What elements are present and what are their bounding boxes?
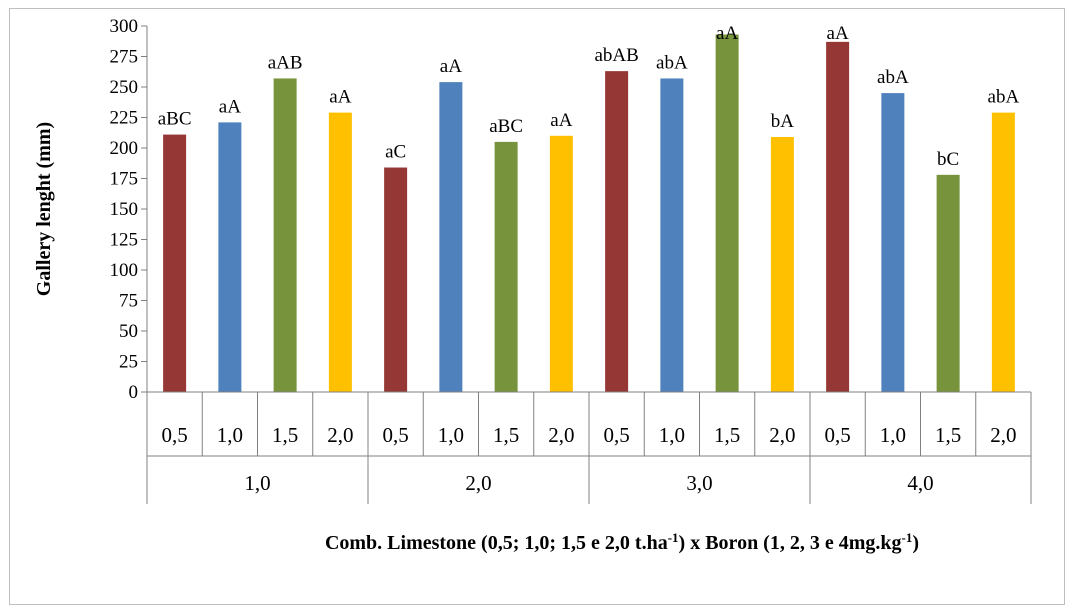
bar-chart: 0 25 50 75 100 125 150 175 200 225 250 275 300 aBC aA… — [33, 16, 1032, 555]
group-label: 4,0 — [907, 471, 933, 495]
y-tick-label: 75 — [119, 291, 138, 312]
bar-data-label: aBC — [489, 116, 523, 137]
data-labels: aBC aA aAB aA aC aA aBC aA abAB abA aA bA aA abA bC abA — [158, 23, 1020, 170]
subcategory-label: 1,0 — [659, 423, 685, 447]
subcategory-label: 0,5 — [383, 423, 409, 447]
y-tick-label: 25 — [119, 352, 138, 373]
subcategory-label: 1,0 — [438, 423, 464, 447]
y-tick-label: 125 — [110, 230, 139, 251]
bar — [273, 78, 297, 393]
bar — [991, 112, 1015, 393]
bar — [826, 41, 850, 393]
y-tick-label: 225 — [110, 108, 139, 129]
y-tick-label: 250 — [110, 77, 139, 98]
group-label: 2,0 — [465, 471, 491, 495]
bar-data-label: abA — [656, 52, 688, 73]
subcategory-label: 0,5 — [604, 423, 630, 447]
y-axis-ticks: 0 25 50 75 100 125 150 175 200 225 250 275 300 — [110, 16, 147, 403]
group-label: 1,0 — [244, 471, 270, 495]
subcategory-label: 1,5 — [493, 423, 519, 447]
subcategory-label: 0,5 — [825, 423, 851, 447]
subcategory-label: 1,5 — [714, 423, 740, 447]
bar — [384, 167, 408, 392]
bar-data-label: aC — [385, 142, 406, 163]
bar-data-label: aA — [716, 23, 738, 44]
bars — [163, 34, 1015, 393]
y-tick-label: 50 — [119, 321, 138, 342]
bar — [218, 122, 242, 392]
bar-data-label: aA — [550, 110, 572, 131]
x-axis-category-table: 0,5 1,0 1,5 2,0 0,5 1,0 1,5 2,0 0,5 1,0 1,5 2,0 0,5 1… — [146, 392, 1032, 504]
y-tick-label: 275 — [110, 47, 139, 68]
y-tick-label: 175 — [110, 169, 139, 190]
subcategory-label: 2,0 — [990, 423, 1016, 447]
bar-data-label: aA — [827, 23, 849, 44]
subcategory-label: 0,5 — [162, 423, 188, 447]
x-axis-title-part2: ) x Boron (1, 2, 3 e 4mg.kg — [679, 532, 902, 554]
subcategory-label: 1,5 — [272, 423, 298, 447]
bar-data-label: aA — [219, 96, 241, 117]
subcategory-label: 1,0 — [880, 423, 906, 447]
x-axis-title-sup2: -1 — [902, 530, 913, 545]
subcategory-label: 1,5 — [935, 423, 961, 447]
bar-data-label: bA — [771, 111, 795, 132]
x-axis-title: Comb. Limestone (0,5; 1,0; 1,5 e 2,0 t.h… — [325, 530, 919, 555]
chart-frame: 0 25 50 75 100 125 150 175 200 225 250 275 300 aBC aA… — [9, 8, 1065, 605]
bar-data-label: aBC — [158, 109, 192, 130]
bar — [881, 93, 905, 392]
bar-data-label: aA — [440, 56, 462, 77]
bar — [163, 134, 187, 392]
bar — [328, 112, 352, 393]
bar-data-label: abA — [988, 87, 1020, 108]
bar — [549, 135, 573, 393]
bar-data-label: aAB — [268, 52, 303, 73]
bar-data-label: bC — [937, 149, 959, 170]
bar — [494, 141, 518, 392]
y-tick-label: 150 — [110, 199, 139, 220]
bar-data-label: aA — [329, 87, 351, 108]
x-axis-title-part3: ) — [912, 532, 919, 554]
bar — [439, 82, 463, 393]
bar — [770, 137, 794, 392]
y-tick-label: 200 — [110, 138, 139, 159]
bar-data-label: abA — [877, 67, 909, 88]
subcategory-label: 2,0 — [548, 423, 574, 447]
bar — [605, 71, 629, 392]
y-tick-label: 100 — [110, 260, 139, 281]
y-axis-title: Gallery lenght (mm) — [33, 122, 55, 296]
y-tick-label: 300 — [110, 16, 139, 37]
bar — [660, 78, 684, 393]
bar — [936, 174, 960, 392]
x-axis-title-part1: Comb. Limestone (0,5; 1,0; 1,5 e 2,0 t.h… — [325, 532, 668, 554]
bar — [715, 34, 739, 392]
y-tick-label: 0 — [129, 382, 139, 403]
subcategory-label: 2,0 — [769, 423, 795, 447]
group-label: 3,0 — [686, 471, 712, 495]
bar-data-label: abAB — [594, 45, 638, 66]
subcategory-label: 1,0 — [217, 423, 243, 447]
x-axis-title-sup1: -1 — [668, 530, 679, 545]
subcategory-label: 2,0 — [327, 423, 353, 447]
